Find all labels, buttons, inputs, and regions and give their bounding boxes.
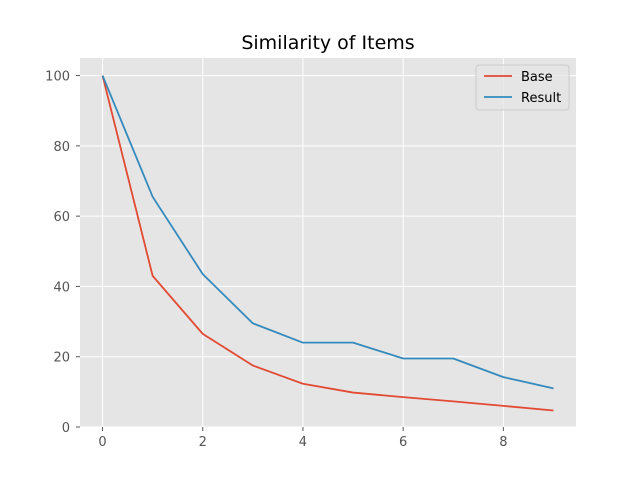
y-axis-ticks: 0 20 40 60 80 100 <box>45 70 80 436</box>
x-tick-label: 0 <box>98 435 106 450</box>
plot-background <box>80 58 576 427</box>
x-tick-label: 4 <box>299 435 307 450</box>
series-lines <box>101 75 554 412</box>
legend-label-result: Result <box>521 91 561 106</box>
x-axis-ticks: 0 2 4 6 8 <box>98 427 507 450</box>
series-line-result <box>101 75 554 390</box>
y-tick-label: 40 <box>53 280 70 295</box>
y-tick-label: 60 <box>53 210 70 225</box>
y-tick-label: 80 <box>53 140 70 155</box>
y-tick-label: 20 <box>53 351 70 366</box>
x-tick-label: 8 <box>499 435 507 450</box>
grid-lines <box>80 58 576 428</box>
legend: Base Result <box>475 64 570 111</box>
x-tick-label: 2 <box>199 435 207 450</box>
y-tick-label: 100 <box>45 70 70 85</box>
series-line-base <box>101 75 554 412</box>
legend-label-base: Base <box>521 70 553 85</box>
y-tick-label: 0 <box>62 421 70 436</box>
x-tick-label: 6 <box>399 435 407 450</box>
chart-title: Similarity of Items <box>241 32 414 54</box>
